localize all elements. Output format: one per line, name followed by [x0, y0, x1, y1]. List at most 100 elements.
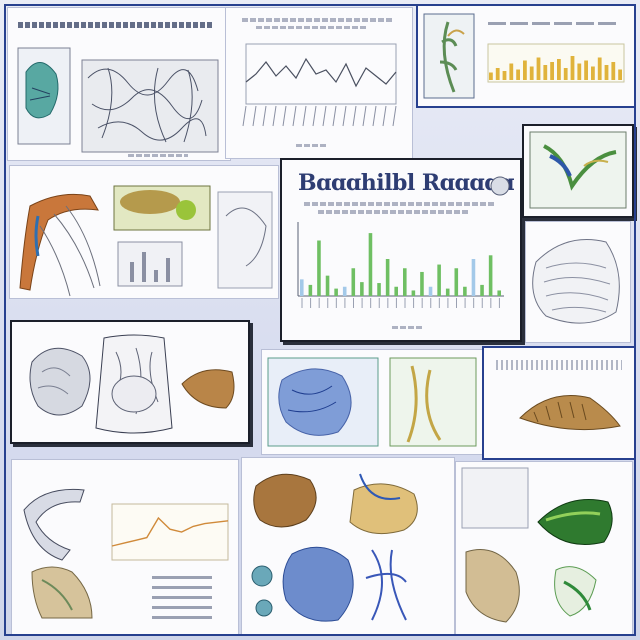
caption-line-0	[152, 576, 212, 579]
panel-beetle	[456, 462, 632, 634]
bar-6	[529, 66, 534, 80]
panel-curve-chart	[12, 460, 238, 634]
bar-7	[360, 282, 364, 296]
tick-label-5	[292, 105, 297, 127]
header-text-5	[598, 22, 616, 25]
bar-23	[497, 290, 501, 296]
panel-stained-tissue	[262, 350, 484, 454]
bar-18	[454, 268, 459, 296]
tick-label-12	[362, 105, 367, 127]
header-text-4	[576, 22, 594, 25]
bar-2	[317, 240, 321, 296]
tick-label-7	[312, 105, 317, 127]
bar-9	[377, 283, 381, 296]
bar-5	[342, 286, 347, 296]
tick-label-1	[252, 105, 257, 127]
panel-brain	[12, 322, 248, 442]
tick-label-9	[332, 105, 337, 127]
bottom-left-illustrations	[23, 488, 93, 619]
bar-9	[550, 62, 554, 80]
tick-label-15	[392, 105, 397, 127]
header-text-0	[488, 22, 506, 25]
tick-label-0	[242, 105, 247, 127]
caption-line-2	[152, 596, 212, 599]
bar-0	[489, 72, 493, 80]
panel-line-chart	[226, 8, 412, 158]
bar-4	[334, 288, 338, 296]
plot-area	[111, 503, 229, 561]
bar-chart-small	[423, 13, 625, 99]
tick-label-3	[272, 105, 277, 127]
tick-label-11	[352, 105, 357, 127]
bar-21	[480, 284, 484, 296]
tick-label-2	[262, 105, 267, 127]
bar-8	[543, 65, 548, 80]
main-chart-title: Bɑɑɑhilbl Rɑɑɑɑɑ	[298, 170, 515, 196]
main-bar-chart-plot	[297, 222, 504, 308]
bar-4	[516, 69, 520, 80]
line-chart	[242, 43, 397, 127]
header-text-1	[510, 22, 528, 25]
tick-label-13	[372, 105, 377, 127]
bar-15	[591, 66, 595, 80]
header-text-2	[532, 22, 550, 25]
tick-label-8	[322, 105, 327, 127]
bar-22	[488, 255, 493, 296]
panel-shell-chart	[484, 348, 634, 458]
bar-13	[411, 290, 416, 296]
caption-line-3	[152, 606, 212, 609]
bar-10	[557, 59, 561, 80]
plot-area	[245, 43, 397, 105]
bar-14	[584, 60, 588, 80]
bar-11	[563, 68, 568, 80]
panel-plant-chart	[418, 6, 634, 106]
panel-lung-sketch	[526, 222, 630, 342]
series-line	[111, 516, 229, 547]
bar-12	[403, 268, 407, 296]
panel-organs	[242, 458, 454, 634]
tick-label-14	[382, 105, 387, 127]
caption-line-1	[152, 586, 212, 589]
bar-19	[618, 69, 622, 80]
shell-illustration	[519, 395, 621, 431]
bar-13	[577, 63, 582, 80]
caption-line-4	[152, 616, 212, 619]
stained-tissue	[267, 357, 477, 447]
bar-10	[385, 259, 390, 296]
bar-14	[420, 271, 424, 296]
panel-plant-detail	[524, 126, 632, 216]
bar-8	[368, 233, 373, 296]
tick-label-6	[302, 105, 307, 127]
bar-2	[502, 71, 507, 80]
lung-sketch	[532, 239, 620, 324]
bar-20	[471, 259, 476, 296]
bar-7	[536, 57, 541, 80]
bar-1	[308, 284, 313, 296]
series-line	[245, 57, 397, 88]
header-text-3	[554, 22, 572, 25]
bar-12	[570, 56, 575, 80]
bar-15	[428, 286, 433, 296]
bar-6	[351, 268, 356, 296]
bar-11	[394, 286, 398, 296]
bar-17	[604, 65, 609, 80]
panel-main-bar-chart: Bɑɑɑhilbl Rɑɑɑɑɑ	[282, 160, 520, 340]
panel-sketch-map	[8, 8, 230, 160]
bar-16	[437, 264, 441, 296]
bar-17	[445, 288, 450, 296]
bar-16	[597, 57, 602, 80]
anatomy-illustration	[19, 185, 273, 297]
main-bar-chart	[490, 176, 510, 196]
bar-19	[463, 286, 467, 296]
bar-18	[611, 62, 616, 80]
bar-5	[523, 60, 527, 80]
sketch-illustration	[17, 47, 219, 153]
plant-illustration	[529, 131, 627, 209]
tick-label-4	[282, 105, 287, 127]
bar-3	[325, 275, 330, 296]
logo-seal-icon	[490, 176, 510, 196]
beetle-illustrations	[461, 467, 613, 623]
bar-0	[300, 279, 304, 296]
plot-area	[487, 43, 625, 83]
